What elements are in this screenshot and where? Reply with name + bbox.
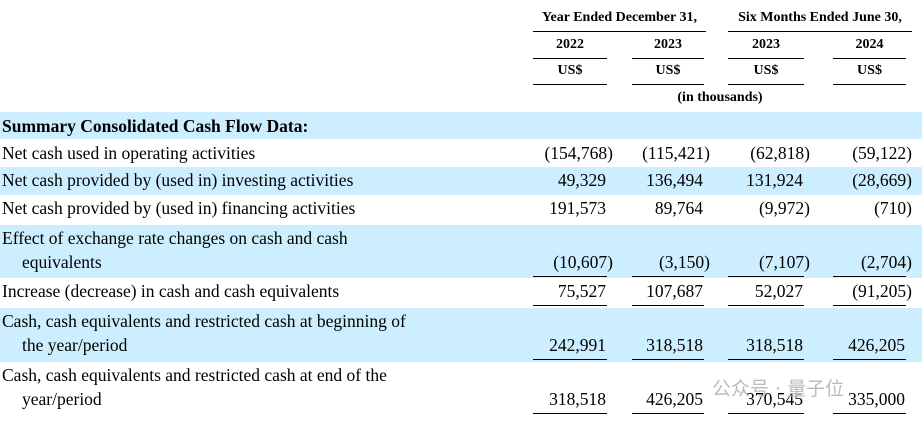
row-value: 89,764 bbox=[654, 198, 703, 218]
value-rule bbox=[728, 413, 804, 414]
row-value: (91,205) bbox=[852, 281, 912, 301]
value-rule bbox=[533, 276, 607, 277]
section-band bbox=[0, 112, 922, 139]
row-label: Net cash provided by (used in) financing… bbox=[2, 198, 356, 218]
row-value: (10,607) bbox=[553, 252, 613, 272]
row-value: (710) bbox=[874, 198, 912, 218]
row-label: Cash, cash equivalents and restricted ca… bbox=[2, 365, 387, 385]
row-value: 370,545 bbox=[746, 389, 803, 409]
year-rule bbox=[632, 58, 704, 59]
year-rule bbox=[833, 58, 906, 59]
row-label: year/period bbox=[22, 389, 102, 409]
currency-header: US$ bbox=[857, 63, 882, 78]
section-title: Summary Consolidated Cash Flow Data: bbox=[2, 116, 309, 136]
year-rule bbox=[728, 58, 804, 59]
row-value: 242,991 bbox=[549, 335, 606, 355]
year-header: 2022 bbox=[556, 37, 584, 52]
value-rule bbox=[533, 305, 607, 306]
value-rule bbox=[632, 359, 704, 360]
row-band bbox=[0, 225, 922, 278]
year-header: 2023 bbox=[752, 37, 780, 52]
row-band bbox=[0, 308, 922, 362]
row-value: 75,527 bbox=[557, 281, 606, 301]
value-rule bbox=[632, 276, 704, 277]
row-label: Net cash used in operating activities bbox=[2, 143, 256, 163]
row-band bbox=[0, 167, 922, 195]
row-value: 52,027 bbox=[754, 281, 803, 301]
row-value: 136,494 bbox=[646, 170, 703, 190]
value-rule bbox=[728, 359, 804, 360]
row-value: (28,669) bbox=[852, 170, 912, 190]
row-value: 49,329 bbox=[557, 170, 606, 190]
row-value: 318,518 bbox=[746, 335, 803, 355]
group-header: Six Months Ended June 30, bbox=[738, 10, 902, 25]
currency-rule bbox=[632, 84, 704, 85]
row-value: (3,150) bbox=[658, 252, 710, 272]
row-label: Effect of exchange rate changes on cash … bbox=[2, 228, 348, 248]
group-header: Year Ended December 31, bbox=[541, 10, 698, 25]
currency-rule bbox=[533, 84, 607, 85]
value-rule bbox=[833, 276, 906, 277]
currency-header: US$ bbox=[557, 63, 583, 78]
row-label: Net cash provided by (used in) investing… bbox=[2, 170, 354, 190]
value-rule bbox=[533, 413, 607, 414]
row-value: 191,573 bbox=[549, 198, 606, 218]
row-value: (9,972) bbox=[758, 198, 810, 218]
row-label: Cash, cash equivalents and restricted ca… bbox=[2, 311, 406, 331]
value-rule bbox=[632, 413, 704, 414]
row-label: equivalents bbox=[22, 252, 102, 272]
row-value: (154,768) bbox=[544, 143, 613, 163]
year-header: 2024 bbox=[855, 37, 884, 52]
group-rule bbox=[533, 31, 706, 32]
row-label: the year/period bbox=[22, 335, 128, 355]
row-value: (115,421) bbox=[642, 143, 710, 163]
unit-note: (in thousands) bbox=[677, 90, 763, 105]
row-value: 426,205 bbox=[848, 335, 905, 355]
row-value: 318,518 bbox=[646, 335, 703, 355]
value-rule bbox=[833, 305, 906, 306]
currency-header: US$ bbox=[753, 63, 779, 78]
row-value: 318,518 bbox=[549, 389, 606, 409]
value-rule bbox=[833, 359, 906, 360]
watermark: 公众号 · 量子位 bbox=[712, 378, 845, 400]
row-value: (2,704) bbox=[860, 252, 912, 272]
year-rule bbox=[533, 58, 607, 59]
row-value: (62,818) bbox=[750, 143, 810, 163]
value-rule bbox=[833, 413, 906, 414]
row-label: Increase (decrease) in cash and cash equ… bbox=[2, 281, 340, 301]
row-value: 335,000 bbox=[848, 389, 905, 409]
row-value: 131,924 bbox=[746, 170, 803, 190]
row-value: (59,122) bbox=[852, 143, 912, 163]
value-rule bbox=[728, 276, 804, 277]
row-value: (7,107) bbox=[758, 252, 810, 272]
value-rule bbox=[632, 305, 704, 306]
row-value: 107,687 bbox=[646, 281, 703, 301]
row-value: 426,205 bbox=[646, 389, 703, 409]
currency-rule bbox=[728, 84, 804, 85]
group-rule bbox=[728, 31, 912, 32]
currency-header: US$ bbox=[655, 63, 681, 78]
year-header: 2023 bbox=[654, 37, 682, 52]
value-rule bbox=[533, 359, 607, 360]
value-rule bbox=[728, 305, 804, 306]
currency-rule bbox=[833, 84, 906, 85]
